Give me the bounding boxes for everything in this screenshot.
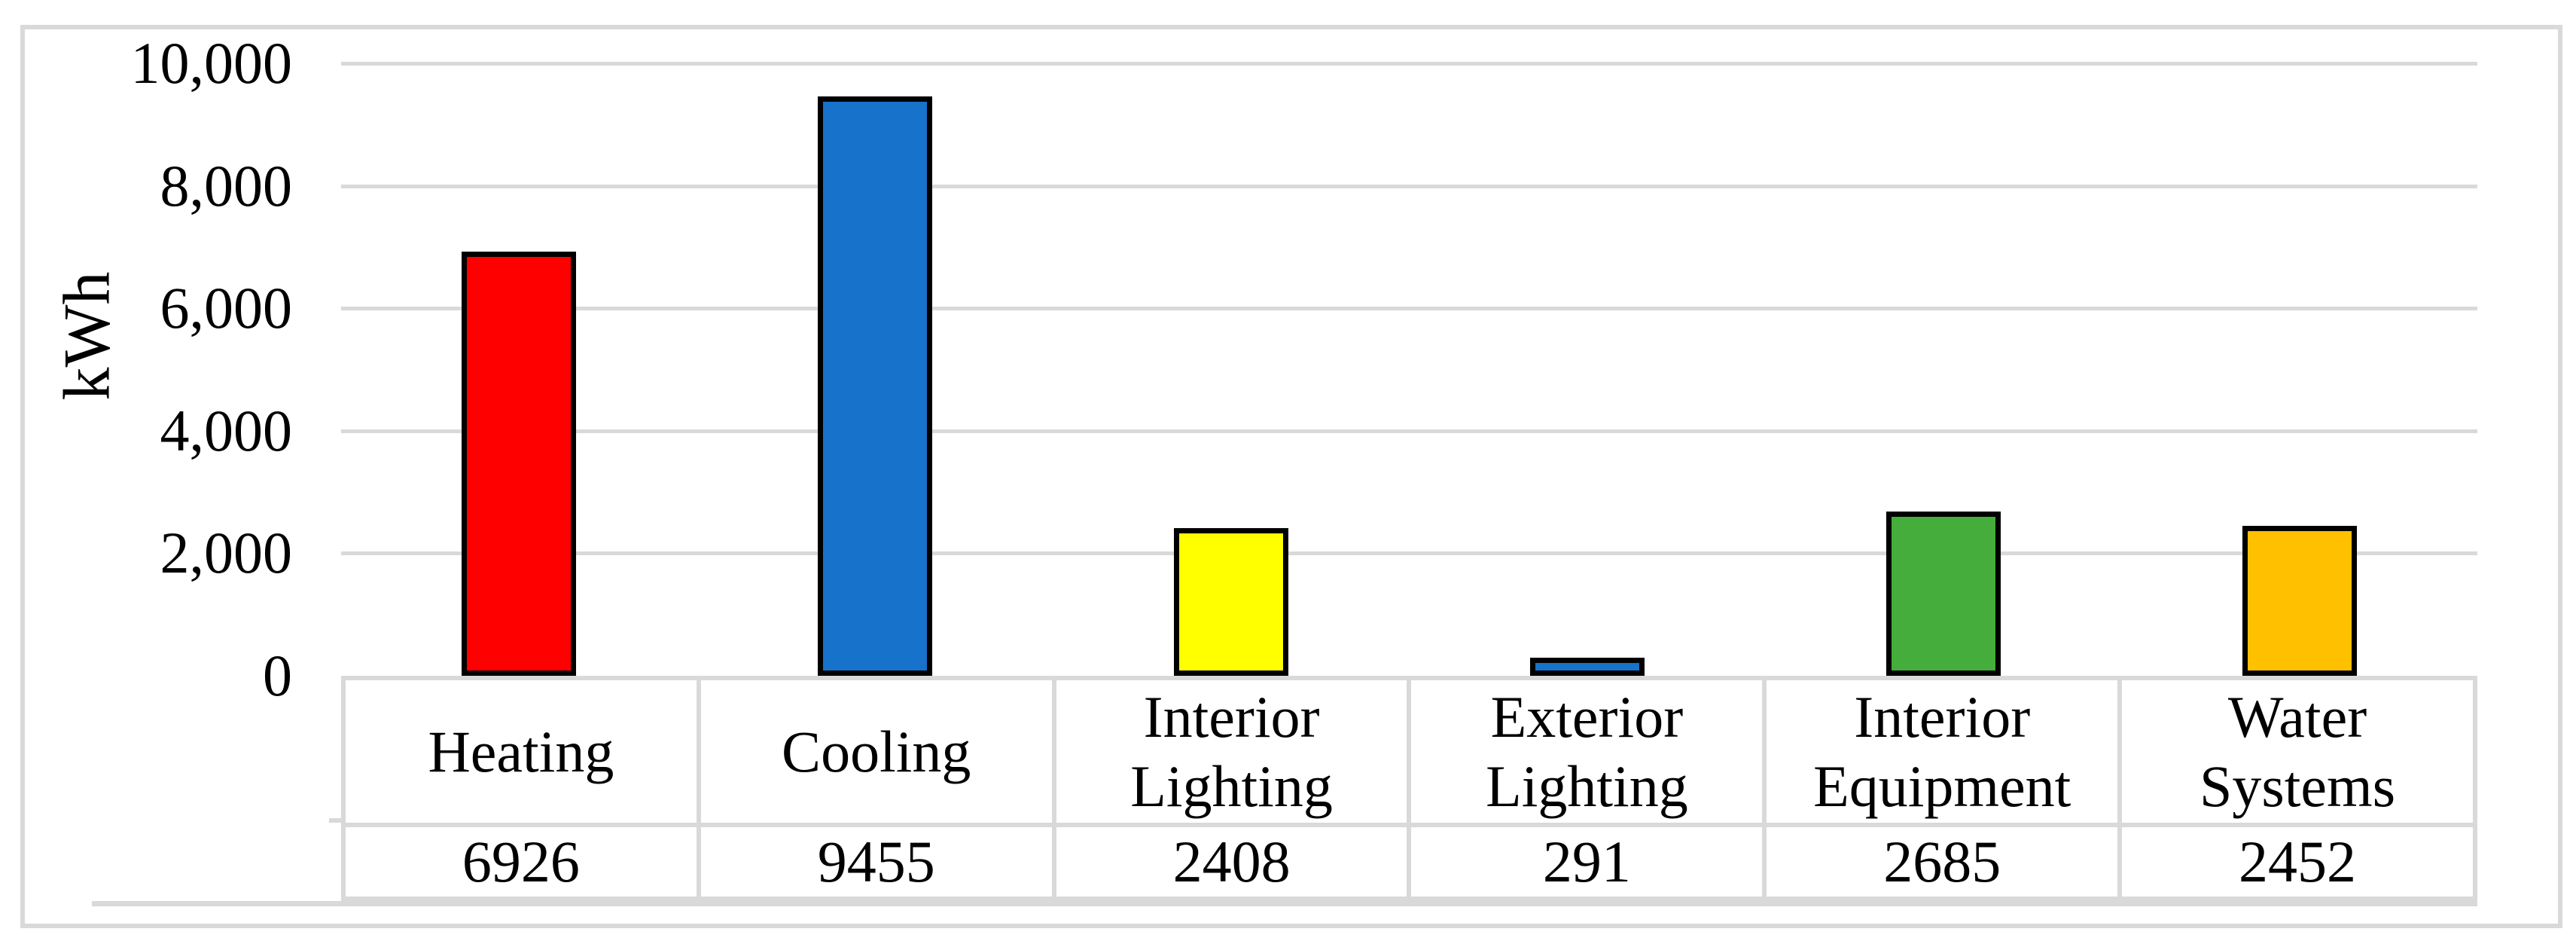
bar-exterior-lighting bbox=[1530, 658, 1645, 676]
y-tick-label: 0 bbox=[263, 643, 292, 708]
table-col-cooling: Cooling 9455 bbox=[700, 680, 1056, 897]
table-value-interior-lighting: 2408 bbox=[1172, 829, 1291, 894]
table-header-interior-lighting: Interior Lighting bbox=[1056, 680, 1407, 827]
y-tick-label: 4,000 bbox=[160, 398, 293, 463]
table-value-cooling: 9455 bbox=[817, 829, 935, 894]
data-table: Heating 6926 Cooling 9455 Interior Lighting 2… bbox=[341, 676, 2477, 901]
table-header-water-systems: Water Systems bbox=[2122, 680, 2473, 827]
gridline-8000 bbox=[341, 185, 2477, 188]
table-col-heating: Heating 6926 bbox=[346, 680, 701, 897]
table-header-interior-equipment: Interior Equipment bbox=[1767, 680, 2118, 827]
table-col-interior-equipment: Interior Equipment 2685 bbox=[1767, 680, 2123, 897]
y-tick-label: 10,000 bbox=[130, 30, 293, 96]
y-tick-label: 6,000 bbox=[160, 275, 293, 341]
gridline-10000 bbox=[341, 62, 2477, 66]
table-value-water-systems: 2452 bbox=[2239, 829, 2357, 894]
y-axis-tick-stub bbox=[329, 818, 341, 823]
table-col-exterior-lighting: Exterior Lighting 291 bbox=[1411, 680, 1767, 897]
table-header-heating: Heating bbox=[346, 680, 697, 827]
bar-cooling bbox=[818, 96, 932, 676]
table-header-cooling: Cooling bbox=[700, 680, 1052, 827]
bar-interior-lighting bbox=[1174, 528, 1288, 676]
chart-outer-border bbox=[20, 25, 2562, 928]
gridline-4000 bbox=[341, 429, 2477, 433]
y-tick-label: 2,000 bbox=[160, 520, 293, 585]
gridline-2000 bbox=[341, 551, 2477, 555]
y-tick-label: 8,000 bbox=[160, 153, 293, 218]
bar-heating bbox=[462, 252, 576, 676]
table-header-exterior-lighting: Exterior Lighting bbox=[1411, 680, 1763, 827]
table-col-interior-lighting: Interior Lighting 2408 bbox=[1056, 680, 1412, 897]
table-value-heating: 6926 bbox=[462, 829, 580, 894]
gridline-6000 bbox=[341, 307, 2477, 310]
x-axis-line bbox=[92, 901, 2477, 906]
table-col-water-systems: Water Systems 2452 bbox=[2122, 680, 2473, 897]
table-value-interior-equipment: 2685 bbox=[1883, 829, 2001, 894]
table-value-exterior-lighting: 291 bbox=[1542, 829, 1631, 894]
bar-interior-equipment bbox=[1886, 512, 2001, 676]
bar-water-systems bbox=[2242, 526, 2357, 676]
